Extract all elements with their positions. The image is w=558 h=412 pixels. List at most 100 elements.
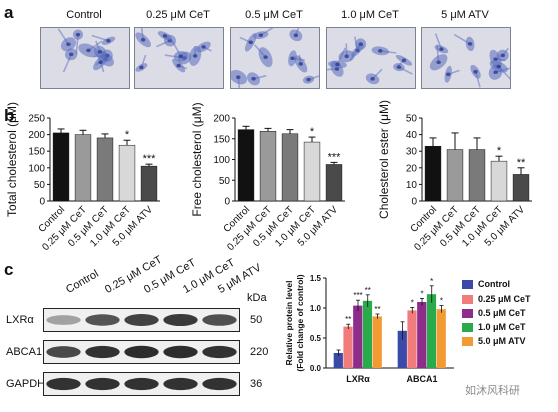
cell-process [57,28,70,45]
cell-nucleus [201,45,206,49]
cell-nucleus [178,54,184,59]
blot-band [85,314,120,326]
blot-band [202,345,237,359]
panel-a-letter: a [4,3,14,22]
cell-process [87,40,103,52]
cell-nucleus [263,55,268,59]
cell-nucleus [86,48,91,53]
total-cholesterol-bar [96,137,114,202]
cell-process [398,66,413,75]
blot-kda-header: kDa [247,292,267,304]
cell-process [453,33,471,45]
cell-process [349,43,362,61]
protein-chart-x-tick-label: LXRα [346,374,370,384]
free-cholesterol-y-tick-label: 100 [213,155,230,166]
cell-nucleus [236,75,241,79]
cell-nucleus [344,54,349,59]
cell-nucleus [335,62,340,67]
cell-process [95,40,101,53]
free-cholesterol-y-tick-label: 150 [213,134,230,145]
cholesterol-ester-significance: ** [517,157,526,169]
cholesterol-ester-y-tick-label: 50 [406,114,418,125]
cell-process [156,39,171,48]
cell-nucleus [493,70,498,75]
cell-process [62,54,72,73]
legend-swatch [462,337,473,347]
cholesterol-ester-y-tick-label: 10 [406,180,418,191]
cell-nucleus [378,49,383,53]
total-cholesterol-bar [140,165,158,202]
blot-band [124,314,159,326]
total-cholesterol-bar [52,132,70,202]
micrograph-background [41,28,129,88]
cell-nucleus [436,60,441,65]
protein-chart-significance: ** [365,286,371,295]
cholesterol-ester-bar [424,145,442,202]
legend-swatch [462,323,473,333]
cholesterol-ester-y-tick-label: 40 [406,130,418,141]
legend-item-10-cet: 1.0 μM CeT [462,322,526,333]
micrograph-05-cet [230,27,320,89]
micrograph-10-cet [326,27,416,89]
protein-chart-bar [436,309,446,368]
cell-nucleus [97,49,103,54]
blot-kda-lxra: 50 [250,314,263,326]
total-cholesterol-y-tick-label: 100 [28,163,45,174]
protein-chart-bar [397,330,407,368]
legend-swatch [462,280,473,290]
cell-nucleus [396,65,402,69]
cholesterol-ester-bar [490,160,508,202]
free-cholesterol-y-tick-label: 200 [213,114,230,125]
protein-chart-y-axis-label: Relative protein level [284,280,294,365]
protein-chart-significance: ** [374,305,380,314]
cholesterol-ester-y-axis-label: Cholesterol ester (μM) [377,100,391,219]
blot-band [202,314,237,326]
legend-item-atv: 5.0 μM ATV [462,336,526,347]
cell-nucleus [467,42,473,46]
cell-nucleus [358,42,363,46]
free-cholesterol-y-tick-label: 50 [219,176,231,187]
legend-swatch [462,295,473,305]
cell-nucleus [446,72,451,77]
cell-nucleus [192,54,198,58]
protein-chart-significance: * [420,289,423,298]
micrograph-label-025-cet: 0.25 μM CeT [146,9,210,21]
cell-nucleus [69,52,74,57]
free-cholesterol-bar [303,141,321,202]
cell-process [172,41,182,57]
protein-chart-bar [417,302,427,368]
cholesterol-ester-bar [446,149,464,202]
cell-nucleus [258,33,264,37]
free-cholesterol-bar [325,164,343,202]
protein-chart-bar [407,310,417,368]
total-cholesterol-y-tick-label: 50 [34,180,46,191]
total-cholesterol-y-tick-label: 200 [28,130,45,141]
cell-nucleus [496,64,501,69]
micrograph-025-cet [134,27,224,89]
free-cholesterol-bar [281,133,299,202]
cell-process [474,71,481,88]
cell-nucleus [439,47,444,51]
cell-nucleus [290,56,295,61]
cell-process [253,74,267,80]
cholesterol-ester-significance: * [497,145,502,157]
micrograph-control [40,27,130,89]
cell-nucleus [98,60,103,64]
free-cholesterol-significance: *** [328,151,342,163]
micrograph-label-10-cet: 1.0 μM CeT [341,9,399,21]
micrograph-label-05-cet: 0.5 μM CeT [245,9,303,21]
blot-band [46,377,81,391]
micrograph-label-control: Control [66,9,102,21]
total-cholesterol-y-tick-label: 250 [28,114,45,125]
blot-band [85,345,120,359]
blot-band [46,315,81,325]
protein-chart-y-axis-label: (Fold change of control) [295,274,305,371]
cell-nucleus [176,63,181,68]
cell-nucleus [251,77,256,81]
cell-process [75,34,79,55]
total-cholesterol-significance: * [125,129,130,141]
protein-chart-bar [426,294,437,368]
blot-lane-control: Control [64,267,101,296]
cell-process [336,47,346,65]
